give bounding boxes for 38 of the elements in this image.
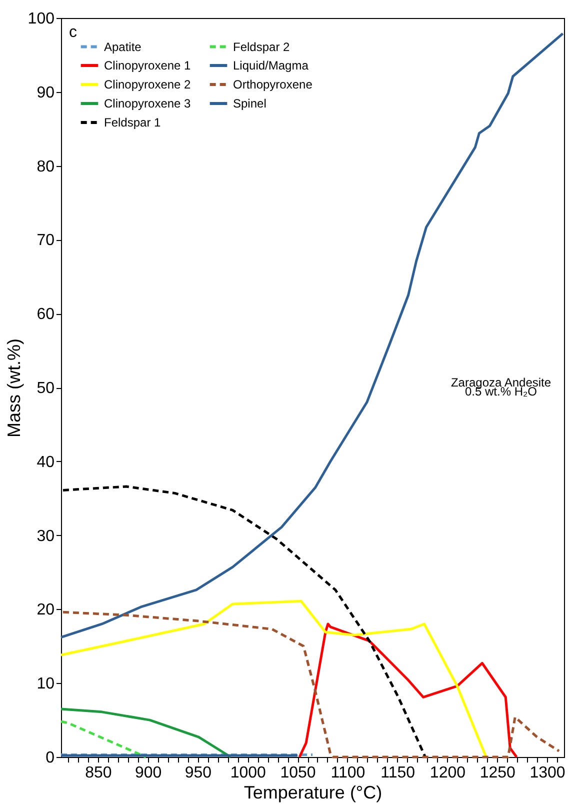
line-series [60,720,148,758]
x-axis-title: Temperature (°C) [244,782,382,802]
x-tick-label: 850 [85,764,112,782]
legend-label: Feldspar 1 [104,116,162,130]
x-tick-label: 950 [184,764,212,782]
x-tick-label: 1250 [480,764,516,782]
y-tick-label: 30 [36,528,55,545]
y-tick-label: 0 [46,750,55,766]
y-tick-label: 20 [36,602,55,619]
line-series [60,600,488,758]
line-series [60,708,232,758]
legend-label: Orthopyroxene [233,78,313,92]
x-tick-label: 1050 [280,764,316,782]
y-tick-label: 50 [36,380,55,397]
legend-label: Liquid/Magma [233,58,309,72]
y-tick-label: 80 [36,158,55,176]
x-tick-label: 1100 [330,764,366,782]
x-tick-label: 1300 [530,764,566,782]
line-series [62,610,560,758]
y-tick-label: 10 [36,676,55,693]
x-tick-label: 1200 [430,764,466,782]
x-tick-label: 900 [134,764,162,782]
legend-label: Clinopyroxene 3 [104,96,192,110]
y-axis-title: Mass (wt.%) [4,338,24,438]
legend-label: Spinel [233,96,266,110]
y-tick-label: 60 [36,306,55,324]
legend-label: Clinopyroxene 2 [104,78,192,92]
legend-label: Clinopyroxene 1 [104,58,192,72]
y-tick-label: 40 [36,454,55,471]
x-tick-label: 1150 [380,764,416,782]
y-tick-label: 70 [36,232,55,250]
legend-label: Feldspar 2 [233,40,290,54]
line-series [298,622,518,758]
x-tick-label: 1000 [230,764,266,782]
chart-title: c [69,24,77,41]
y-tick-label: 90 [36,84,55,102]
legend-label: Apatite [104,40,142,54]
y-tick-label: 100 [28,10,55,28]
